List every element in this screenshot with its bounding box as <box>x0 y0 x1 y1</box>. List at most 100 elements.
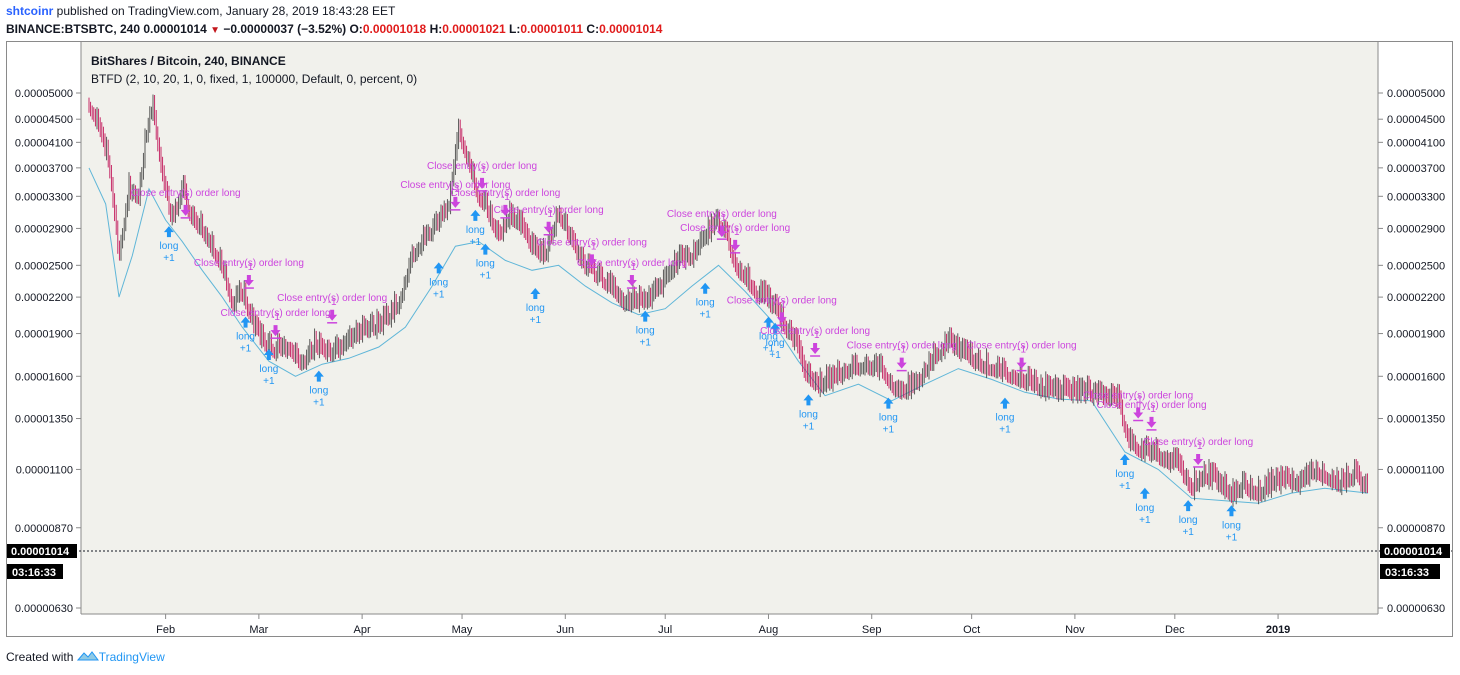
long-qty-label: +1 <box>480 271 492 282</box>
x-tick-label: Jun <box>556 624 574 636</box>
chart-legend-title: BitShares / Bitcoin, 240, BINANCE <box>91 54 286 68</box>
y-tick-label-left: 0.00004500 <box>15 114 73 126</box>
long-label: long <box>259 364 278 375</box>
close-entry-label: Close entry(s) order long <box>277 293 387 304</box>
long-arrow-icon <box>1183 500 1194 512</box>
y-tick-label-left: 0.00000630 <box>15 603 73 615</box>
countdown-tag <box>7 564 63 579</box>
close-qty-label: -1 <box>897 345 906 356</box>
ohlc-close-label: C: <box>586 22 600 36</box>
long-arrow-icon <box>1139 487 1150 499</box>
published-text: published on TradingView.com, January 28… <box>53 4 396 18</box>
long-qty-label: +1 <box>240 344 252 355</box>
long-qty-label: +1 <box>803 421 815 432</box>
close-qty-label: -1 <box>1017 345 1026 356</box>
y-tick-label-right: 0.00004500 <box>1387 114 1445 126</box>
close-qty-label: -1 <box>731 227 740 238</box>
ohlc-open: 0.00001018 <box>362 22 427 36</box>
long-label: long <box>1115 469 1134 480</box>
x-tick-label: Nov <box>1065 624 1085 636</box>
x-tick-label: Aug <box>759 624 779 636</box>
publish-info: shtcoinr published on TradingView.com, J… <box>6 4 395 18</box>
long-label: long <box>236 332 255 343</box>
ohlc-high: 0.00001021 <box>442 22 506 36</box>
ohlc-low: 0.00001011 <box>520 22 584 36</box>
y-tick-label-left: 0.00005000 <box>15 88 73 100</box>
y-tick-label-right: 0.00001900 <box>1387 329 1445 341</box>
long-qty-label: +1 <box>313 398 325 409</box>
close-qty-label: -1 <box>811 330 820 341</box>
long-label: long <box>1222 520 1241 531</box>
long-qty-label: +1 <box>1139 515 1151 526</box>
close-entry-label: Close entry(s) order long <box>727 295 837 306</box>
y-tick-label-right: 0.00003300 <box>1387 191 1445 203</box>
y-tick-label-right: 0.00002500 <box>1387 260 1445 272</box>
y-tick-label-left: 0.00003300 <box>15 191 73 203</box>
x-tick-label: May <box>452 624 473 636</box>
close-arrow-icon <box>270 325 281 337</box>
long-label: long <box>309 386 328 397</box>
close-arrow-icon <box>776 312 787 324</box>
close-qty-label: -1 <box>717 213 726 224</box>
long-arrow-icon <box>640 310 651 322</box>
y-tick-label-left: 0.00002900 <box>15 223 73 235</box>
long-arrow-icon <box>803 394 814 406</box>
y-tick-label-left: 0.00004100 <box>15 137 73 149</box>
long-arrow-icon <box>530 288 541 300</box>
y-tick-label-left: 0.00001350 <box>15 414 73 426</box>
close-entry-label: Close entry(s) order long <box>537 237 647 248</box>
countdown-tag <box>1380 564 1440 579</box>
long-label: long <box>429 277 448 288</box>
long-qty-label: +1 <box>640 338 652 349</box>
y-tick-label-left: 0.00001100 <box>16 464 73 476</box>
close-qty-label: -1 <box>181 192 190 203</box>
close-qty-label: -1 <box>1147 404 1156 415</box>
close-entry-label: Close entry(s) order long <box>194 258 304 269</box>
close-arrow-icon <box>450 196 461 208</box>
last-price-tag-label: 0.00001014 <box>11 546 70 558</box>
close-arrow-icon <box>1016 357 1027 369</box>
long-arrow-icon <box>240 316 251 328</box>
symbol-quote-line: BINANCE:BTSBTC, 240 0.00001014 ▼ −0.0000… <box>6 22 662 36</box>
chart-frame[interactable]: long +1 -1 Close entry(s) order long long +1-… <box>6 41 1453 637</box>
ohlc-low-label: L: <box>508 22 521 36</box>
last-price-tag-label: 0.00001014 <box>1384 546 1443 558</box>
close-qty-label: -1 <box>478 165 487 176</box>
price-change: −0.00000037 (−3.52%) <box>223 22 347 36</box>
y-tick-label-right: 0.00001350 <box>1387 414 1445 426</box>
tradingview-link[interactable]: TradingView <box>98 650 165 664</box>
close-arrow-icon <box>1133 407 1144 419</box>
author-link[interactable]: shtcoinr <box>6 4 54 18</box>
close-entry-label: Close entry(s) order long <box>577 258 687 269</box>
close-arrow-icon <box>1146 416 1157 428</box>
x-tick-label: Apr <box>354 624 371 636</box>
close-entry-label: Close entry(s) order long <box>220 308 330 319</box>
close-entry-label: Close entry(s) order long <box>494 205 604 216</box>
y-tick-label-right: 0.00002900 <box>1387 223 1445 235</box>
close-arrow-icon <box>500 204 511 216</box>
y-tick-label-left: 0.00003700 <box>15 163 73 175</box>
close-arrow-icon <box>180 204 191 216</box>
x-tick-label: Dec <box>1165 624 1185 636</box>
y-tick-label-right: 0.00004100 <box>1387 137 1445 149</box>
y-tick-label-left: 0.00001600 <box>15 371 73 383</box>
tradingview-logo-icon <box>76 651 99 661</box>
long-arrow-icon <box>1226 505 1237 517</box>
last-price: 0.00001014 <box>143 22 207 36</box>
close-entry-label: Close entry(s) order long <box>400 180 510 191</box>
y-tick-label-right: 0.00000870 <box>1387 523 1445 535</box>
close-qty-label: -1 <box>544 209 553 220</box>
close-qty-label: -1 <box>451 184 460 195</box>
long-label: long <box>636 326 655 337</box>
close-arrow-icon <box>1193 453 1204 465</box>
close-qty-label: -1 <box>1134 395 1143 406</box>
long-arrow-icon <box>883 397 894 409</box>
long-label: long <box>1135 503 1154 514</box>
long-qty-label: +1 <box>999 425 1011 436</box>
close-qty-label: -1 <box>244 262 253 273</box>
close-entry-label: Close entry(s) order long <box>450 188 560 199</box>
close-entry-label: Close entry(s) order long <box>967 341 1077 352</box>
down-triangle-icon: ▼ <box>210 25 221 36</box>
close-qty-label: -1 <box>1194 441 1203 452</box>
